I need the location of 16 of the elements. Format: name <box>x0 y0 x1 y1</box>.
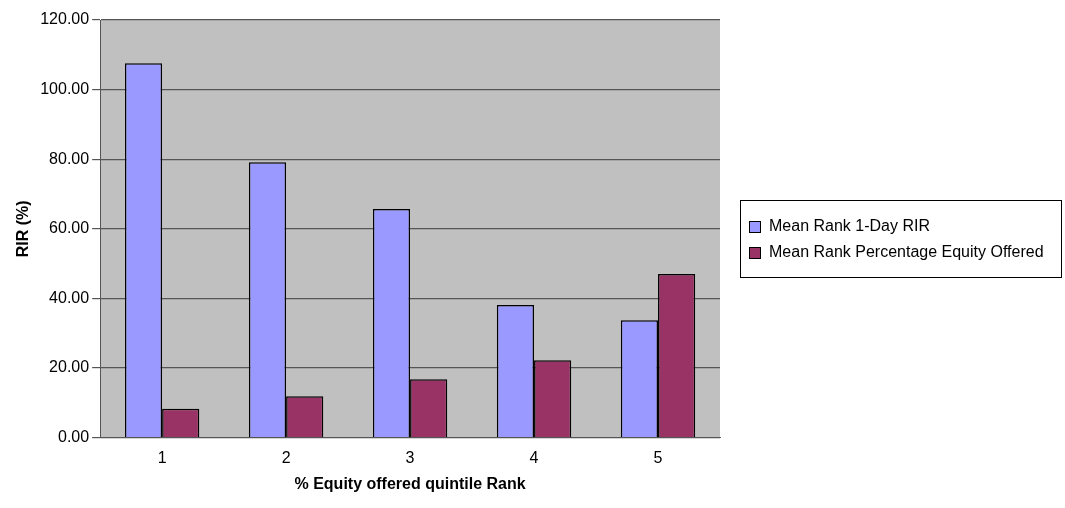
legend-label: Mean Rank Percentage Equity Offered <box>769 243 1044 261</box>
y-tick-label: 0.00 <box>58 428 90 446</box>
x-axis-title: % Equity offered quintile Rank <box>294 474 526 492</box>
x-tick-label: 2 <box>281 448 291 466</box>
y-tick-label: 60.00 <box>49 219 90 237</box>
x-tick-label: 3 <box>405 448 415 466</box>
y-tick-label: 20.00 <box>49 358 90 376</box>
x-tick-label: 5 <box>653 448 663 466</box>
legend-label: Mean Rank 1-Day RIR <box>769 217 930 235</box>
y-tick-label: 40.00 <box>49 288 90 306</box>
y-axis-title: RIR (%) <box>14 200 32 258</box>
y-tick-label: 100.00 <box>40 80 90 98</box>
x-tick-label: 1 <box>157 448 167 466</box>
y-tick-label: 80.00 <box>49 149 90 167</box>
x-tick-label: 4 <box>529 448 539 466</box>
y-tick-label: 120.00 <box>40 10 90 28</box>
